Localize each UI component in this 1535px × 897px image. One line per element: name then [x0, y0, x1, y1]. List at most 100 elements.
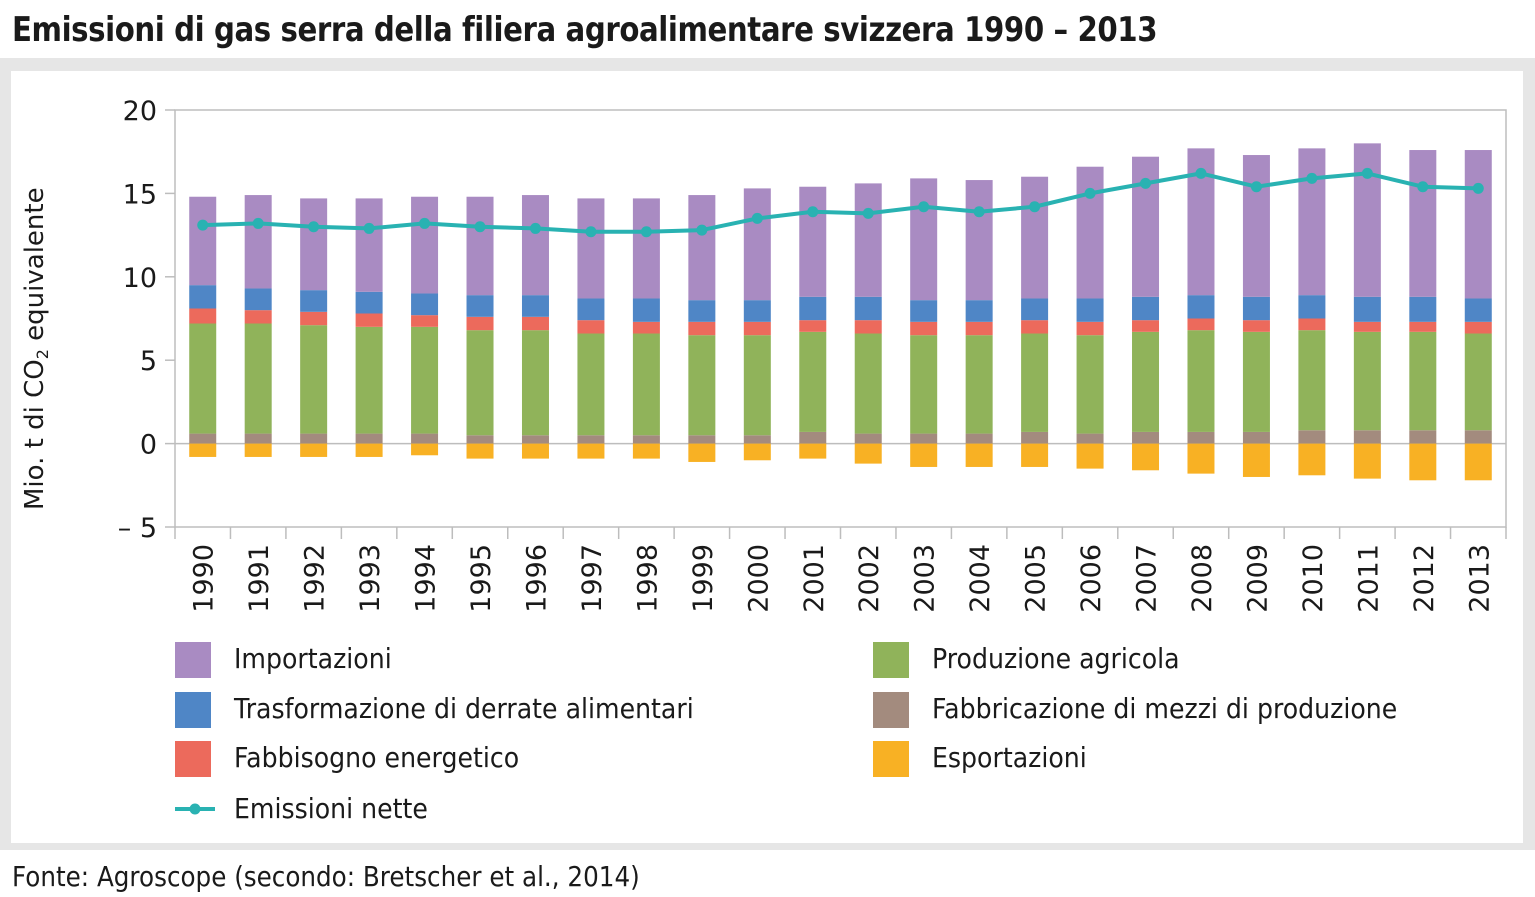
net-emissions-point-1993	[363, 222, 375, 234]
bar-importazioni-1998	[632, 198, 660, 299]
bar-esportazioni-1998	[632, 443, 660, 459]
bar-fabbricazione-2002	[854, 433, 882, 444]
legend-swatch-produzione	[873, 642, 909, 678]
bar-importazioni-2013	[1464, 150, 1492, 299]
y-tick-label: 15	[123, 179, 157, 210]
legend-swatch-trasformazione	[175, 692, 211, 728]
bar-trasformazione-1996	[521, 295, 549, 317]
bar-importazioni-2007	[1132, 156, 1160, 297]
bar-trasformazione-2009	[1242, 296, 1270, 321]
bar-fabbricazione-1992	[300, 433, 328, 444]
bar-fabbricazione-2001	[799, 431, 827, 444]
bar-esportazioni-1990	[189, 443, 217, 457]
net-emissions-point-2013	[1472, 182, 1484, 194]
legend-label-fabbricazione: Fabbricazione di mezzi di produzione	[932, 692, 1398, 725]
legend-swatch-fabbisogno	[175, 741, 211, 777]
bar-produzione-1993	[355, 326, 383, 434]
bar-fabbisogno-1992	[300, 311, 328, 326]
bar-fabbisogno-2013	[1464, 321, 1492, 334]
net-emissions-point-2011	[1361, 167, 1373, 179]
bar-importazioni-1995	[466, 196, 494, 296]
net-emissions-point-2001	[807, 206, 819, 218]
x-tick-label: 1991	[244, 544, 275, 613]
bar-produzione-2005	[1021, 333, 1049, 432]
bar-esportazioni-2013	[1464, 443, 1492, 481]
bar-fabbisogno-2004	[965, 321, 993, 336]
net-emissions-point-2012	[1417, 181, 1429, 193]
net-emissions-point-1995	[474, 221, 486, 233]
bar-fabbricazione-1994	[411, 433, 439, 444]
bar-esportazioni-2003	[910, 443, 938, 467]
bar-fabbricazione-2004	[965, 433, 993, 444]
bar-importazioni-2004	[965, 180, 993, 301]
bar-trasformazione-2012	[1409, 296, 1437, 322]
net-emissions-point-1997	[585, 226, 597, 238]
bar-esportazioni-2008	[1187, 443, 1215, 474]
x-tick-label: 2009	[1242, 544, 1273, 613]
bar-fabbisogno-1995	[466, 316, 494, 331]
bar-fabbricazione-1999	[688, 435, 716, 444]
x-tick-label: 1996	[521, 544, 552, 613]
legend-label-esportazioni: Esportazioni	[932, 741, 1087, 774]
bar-importazioni-2006	[1076, 166, 1104, 299]
net-emissions-point-2007	[1140, 177, 1152, 189]
bar-importazioni-1996	[521, 195, 549, 296]
bar-esportazioni-2001	[799, 443, 827, 459]
x-tick-label: 2013	[1464, 544, 1495, 613]
net-emissions-point-1998	[640, 226, 652, 238]
bar-fabbricazione-2000	[743, 435, 771, 444]
bar-trasformazione-1992	[300, 290, 328, 312]
bar-fabbisogno-1991	[244, 310, 272, 324]
y-tick-label: 0	[140, 430, 157, 461]
bar-importazioni-2012	[1409, 150, 1437, 297]
net-emissions-point-1999	[696, 224, 708, 236]
bar-produzione-2003	[910, 335, 938, 434]
bar-importazioni-1999	[688, 195, 716, 301]
y-tick-label: – 5	[118, 513, 157, 544]
x-tick-label: 2011	[1353, 544, 1384, 613]
bar-fabbisogno-2009	[1242, 320, 1270, 332]
net-emissions-point-1990	[197, 219, 209, 231]
bar-produzione-2013	[1464, 333, 1492, 431]
bar-produzione-2012	[1409, 331, 1437, 431]
bar-esportazioni-2006	[1076, 443, 1104, 469]
bar-importazioni-1994	[411, 196, 439, 294]
legend-swatch-fabbricazione	[873, 692, 909, 728]
bar-fabbisogno-1999	[688, 321, 716, 336]
bar-fabbisogno-2008	[1187, 318, 1215, 331]
x-tick-label: 2007	[1132, 544, 1163, 613]
bar-trasformazione-1990	[189, 285, 217, 309]
legend-swatch-nette	[175, 803, 215, 815]
bar-fabbricazione-2003	[910, 433, 938, 444]
x-tick-label: 1993	[355, 544, 386, 613]
bar-importazioni-1992	[300, 198, 328, 291]
bar-importazioni-2001	[799, 186, 827, 297]
bar-fabbisogno-2011	[1353, 321, 1381, 332]
net-emissions-point-2003	[918, 201, 930, 213]
bar-fabbricazione-2007	[1132, 431, 1160, 444]
net-emissions-line	[202, 171, 1479, 234]
bar-trasformazione-1997	[577, 298, 605, 321]
x-tick-label: 2005	[1021, 544, 1052, 613]
bar-esportazioni-2011	[1353, 443, 1381, 479]
bar-importazioni-1990	[189, 196, 217, 286]
bar-trasformazione-1999	[688, 300, 716, 322]
x-tick-label: 1992	[300, 544, 331, 613]
net-emissions-point-1991	[252, 217, 264, 229]
bar-produzione-2009	[1242, 331, 1270, 432]
bar-fabbisogno-2012	[1409, 321, 1437, 332]
bar-trasformazione-1993	[355, 291, 383, 314]
bar-trasformazione-1998	[632, 298, 660, 322]
legend-label-fabbisogno: Fabbisogno energetico	[234, 741, 520, 774]
bar-produzione-2000	[743, 335, 771, 436]
bar-importazioni-1997	[577, 198, 605, 299]
bar-produzione-1996	[521, 330, 549, 436]
net-emissions-point-2010	[1306, 172, 1318, 184]
net-emissions-point-1992	[308, 221, 320, 233]
x-tick-label: 1994	[411, 544, 442, 613]
bar-produzione-2007	[1132, 331, 1160, 432]
x-tick-label: 1997	[577, 544, 608, 613]
bar-fabbricazione-1990	[189, 433, 217, 444]
legend-label-trasformazione: Trasformazione di derrate alimentari	[234, 692, 694, 725]
